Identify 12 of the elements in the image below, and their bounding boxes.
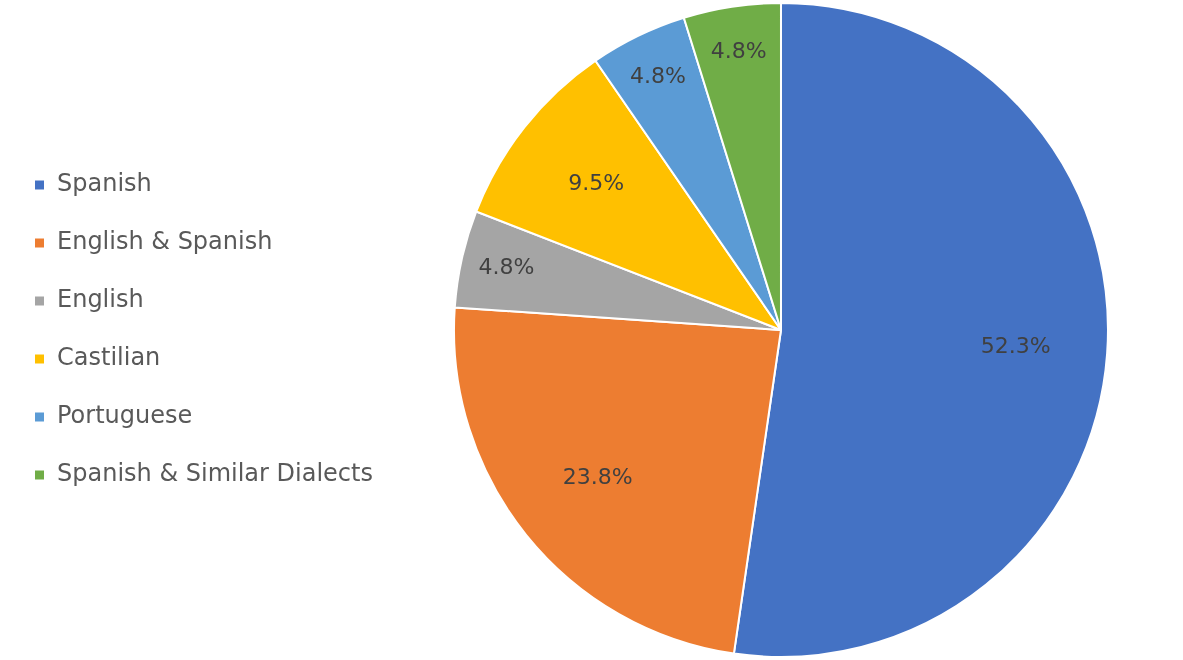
data-label: 23.8% xyxy=(562,463,633,489)
legend-label: Spanish xyxy=(57,169,152,198)
data-label: 52.3% xyxy=(980,332,1051,358)
data-label: 9.5% xyxy=(568,169,625,195)
legend-label: Castilian xyxy=(57,343,161,372)
legend-label: Spanish & Similar Dialects xyxy=(57,459,373,488)
legend-label: Portuguese xyxy=(57,401,193,430)
legend-label: English & Spanish xyxy=(57,227,273,256)
data-label: 4.8% xyxy=(630,62,687,88)
legend-label: English xyxy=(57,285,144,314)
data-label: 4.8% xyxy=(478,254,535,280)
data-label: 4.8% xyxy=(710,37,767,63)
